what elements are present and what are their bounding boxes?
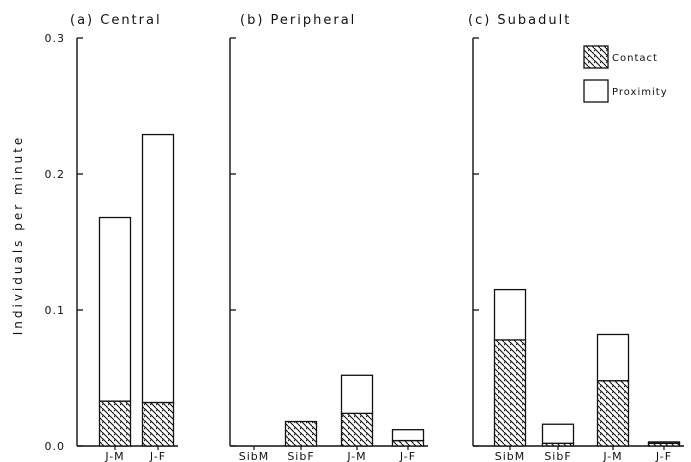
category-label: J-M	[104, 450, 124, 462]
category-label: SibM	[495, 450, 526, 462]
legend: Contact Proximity	[583, 45, 668, 103]
bar-proximity	[596, 333, 630, 382]
bar-contact	[141, 401, 175, 447]
category-label: SibF	[287, 450, 314, 462]
bar-contact	[98, 400, 132, 447]
y-axis-title: Individuals per minute	[11, 135, 25, 336]
bar-proximity	[340, 374, 374, 415]
bar-contact	[391, 439, 425, 447]
panel-1: (a) Central 0.0 0.1 0.2 0.3 J-M J-F	[45, 13, 178, 462]
y-tick-label: 0.2	[45, 168, 66, 181]
bar-contact	[284, 420, 318, 447]
category-label: J-F	[149, 450, 166, 462]
panel-title: (b) Peripheral	[240, 13, 356, 28]
panel-title: (c) Subadult	[468, 13, 571, 28]
bar-proximity	[493, 288, 527, 341]
bar-proximity	[541, 423, 575, 444]
category-label: SibF	[544, 450, 571, 462]
bar-proximity	[98, 216, 132, 402]
legend-label: Contact	[612, 53, 658, 64]
bar-contact	[340, 412, 374, 447]
category-label: SibM	[239, 450, 270, 462]
y-tick-label: 0.3	[45, 32, 66, 45]
y-tick-label: 0.0	[45, 440, 66, 453]
category-label: J-M	[346, 450, 366, 462]
bar-proximity	[141, 133, 175, 404]
category-label: J-F	[655, 450, 672, 462]
y-tick-label: 0.1	[45, 304, 66, 317]
legend-swatch-proximity	[583, 79, 609, 103]
panel-3: (c) Subadult SibM SibF J-M J-F	[468, 13, 684, 462]
legend-swatch-contact	[583, 45, 609, 69]
category-label: J-M	[602, 450, 622, 462]
bar-contact	[493, 339, 527, 447]
panel-2: (b) Peripheral SibM SibF J-M J-F	[229, 13, 428, 462]
category-label: J-F	[399, 450, 416, 462]
legend-label: Proximity	[612, 87, 668, 98]
bar-proximity	[391, 429, 425, 442]
panel-title: (a) Central	[70, 13, 162, 28]
bar-proximity	[647, 441, 681, 444]
bar-contact	[596, 380, 630, 447]
